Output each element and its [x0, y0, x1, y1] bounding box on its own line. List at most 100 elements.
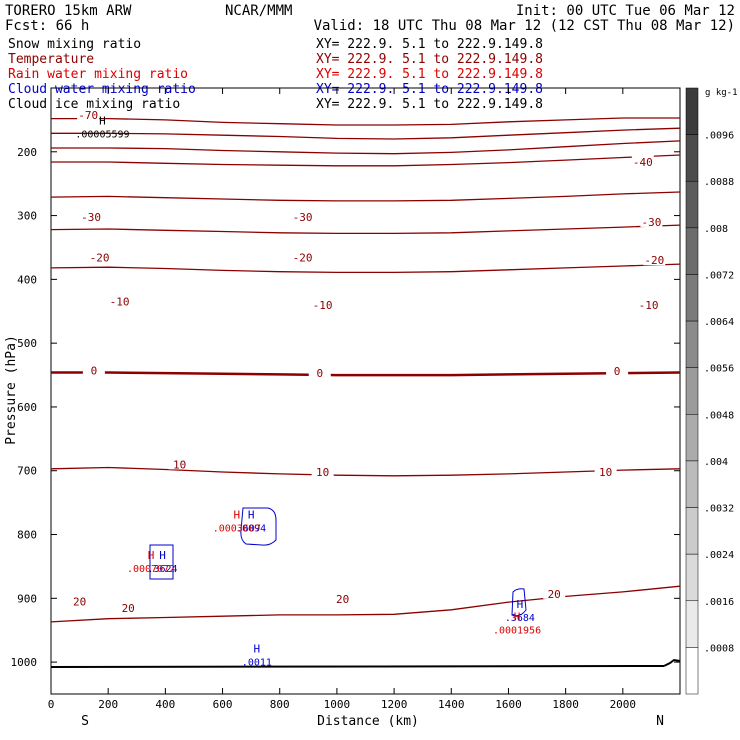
cloud-water-contour [149, 544, 174, 580]
cloud-water-contours [149, 507, 527, 617]
colorbar-bin [685, 367, 699, 415]
isotherm-label-bg [291, 250, 314, 263]
colorbar-bin [685, 460, 699, 508]
legend-label-cloud-water: Cloud water mixing ratio [8, 82, 196, 97]
x-tick-label: 400 [155, 698, 175, 711]
plot-frame [50, 87, 681, 695]
y-tick-label: 400 [17, 273, 37, 286]
maximum-marker: H [517, 598, 524, 611]
maximum-value: .3684 [505, 613, 535, 624]
isotherm-label: -10 [110, 296, 130, 309]
legend-xy-temperature: XY= 222.9. 5.1 to 222.9.149.8 [316, 52, 543, 67]
source-label: NCAR/MMM [225, 3, 292, 19]
isotherm-label: 10 [173, 458, 186, 471]
isotherm-line [51, 117, 680, 126]
colorbar-bin [685, 647, 699, 695]
isotherm-label-bg [117, 600, 140, 613]
isotherm-label-bg [291, 209, 314, 222]
colorbar-tick-label: .0048 [704, 410, 734, 421]
legend-label-snow: Snow mixing ratio [8, 37, 141, 52]
isotherm-label: 20 [336, 593, 349, 606]
isotherm-label: 10 [599, 466, 612, 479]
x-tick-label: 200 [98, 698, 118, 711]
isotherm-label-bg [311, 297, 334, 310]
legend-xy-rain: XY= 222.9. 5.1 to 222.9.149.8 [316, 67, 543, 82]
colorbar-bin [685, 600, 699, 648]
isotherm-line [51, 127, 681, 140]
y-tick-label: 800 [17, 529, 37, 542]
colorbar-tick-label: .0024 [704, 550, 734, 561]
colorbar-bin [685, 227, 699, 275]
isotherm-label: -30 [81, 211, 101, 224]
isotherm-label: 10 [316, 466, 329, 479]
shading-colorbar: .0096 .0088 .008 .0072 .0064 .0056 .0048 .004 .0… [685, 87, 734, 695]
colorbar-bin [685, 87, 699, 135]
surface-line [50, 665, 665, 668]
colorbar-bin [685, 134, 699, 182]
isotherm-label-bg [594, 465, 617, 478]
x-tick-label: 1000 [324, 698, 351, 711]
maximum-marker: H [254, 643, 261, 656]
colorbar-bin [685, 180, 699, 229]
maximum-value: .00005599 [75, 129, 129, 140]
x-tick-label: 800 [270, 698, 290, 711]
colorbar-tick-label: .0088 [704, 177, 734, 188]
colorbar-bin [685, 274, 699, 322]
isotherm-label-bg [637, 297, 660, 310]
isotherm-label: -20 [90, 252, 110, 265]
isotherm-label: -10 [639, 299, 659, 312]
colorbar-tick-label: .0032 [704, 504, 734, 515]
x-axis-title: Distance (km) [317, 714, 419, 729]
y-axis-title: Pressure (hPa) [4, 335, 19, 445]
isotherm-label-bg [168, 457, 191, 470]
maximum-value: .0007072 [127, 564, 175, 575]
colorbar-bin [685, 414, 699, 462]
isotherm-label: -30 [293, 211, 313, 224]
model-title: TORERO 15km ARW [5, 3, 132, 19]
maximum-value: .0094 [236, 524, 266, 535]
forecast-hour: Fcst: 66 h [5, 18, 89, 34]
isotherm-label-bg [77, 107, 100, 120]
y-tick-label: 900 [17, 592, 37, 605]
y-tick-label: 600 [17, 401, 37, 414]
isotherm-label-bg [308, 366, 331, 379]
colorbar-bin [685, 553, 699, 602]
isotherm-line [51, 140, 681, 155]
isotherm-label: 20 [548, 588, 561, 601]
isotherm-label-bg [88, 250, 111, 263]
maximum-marker: H [234, 509, 241, 522]
terrain-edge [663, 658, 681, 667]
colorbar-tick-label: .0096 [704, 131, 734, 142]
isotherm-line [51, 371, 681, 377]
maximum-marker: H [248, 509, 255, 522]
isotherm-line [51, 154, 681, 167]
isotherm-label: 0 [91, 365, 98, 378]
isotherm-label-bg [640, 214, 663, 227]
cloud-water-contour [511, 588, 527, 617]
x-tick-label: 600 [213, 698, 233, 711]
colorbar-bin [685, 320, 699, 368]
isotherm-line [50, 466, 681, 477]
colorbar-tick-label: .008 [704, 224, 728, 235]
legend-label-temperature: Temperature [8, 52, 94, 67]
isotherm-label-bg [311, 465, 334, 478]
colorbar-tick-label: .0072 [704, 270, 734, 281]
field-legend: Snow mixing ratio XY= 222.9. 5.1 to 222.… [8, 37, 543, 112]
colorbar-tick-label: .0056 [704, 364, 734, 375]
isotherm-label: -20 [644, 254, 664, 267]
init-time: Init: 00 UTC Tue 06 Mar 12 [516, 3, 735, 19]
y-tick-label: 300 [17, 210, 37, 223]
colorbar-tick-label: .0016 [704, 597, 734, 608]
colorbar-tick-label: .0008 [704, 643, 734, 654]
y-tick-label: 1000 [11, 656, 38, 669]
legend-xy-cloud-ice: XY= 222.9. 5.1 to 222.9.149.8 [316, 97, 543, 112]
isotherm-label: -40 [633, 156, 653, 169]
maximum-marker: H [99, 114, 106, 127]
temperature-isotherms: -70 -40 -30 -30 -30 -20 -20 -20 -10 -10 -10 0 0 0 10 10… [50, 107, 681, 623]
isotherm-label: 20 [122, 602, 135, 615]
isotherm-line [50, 224, 681, 235]
maximum-marker: H [514, 611, 521, 624]
isotherm-line [50, 263, 681, 274]
x-tick-label: 1800 [552, 698, 579, 711]
isotherm-label: 0 [316, 367, 323, 380]
